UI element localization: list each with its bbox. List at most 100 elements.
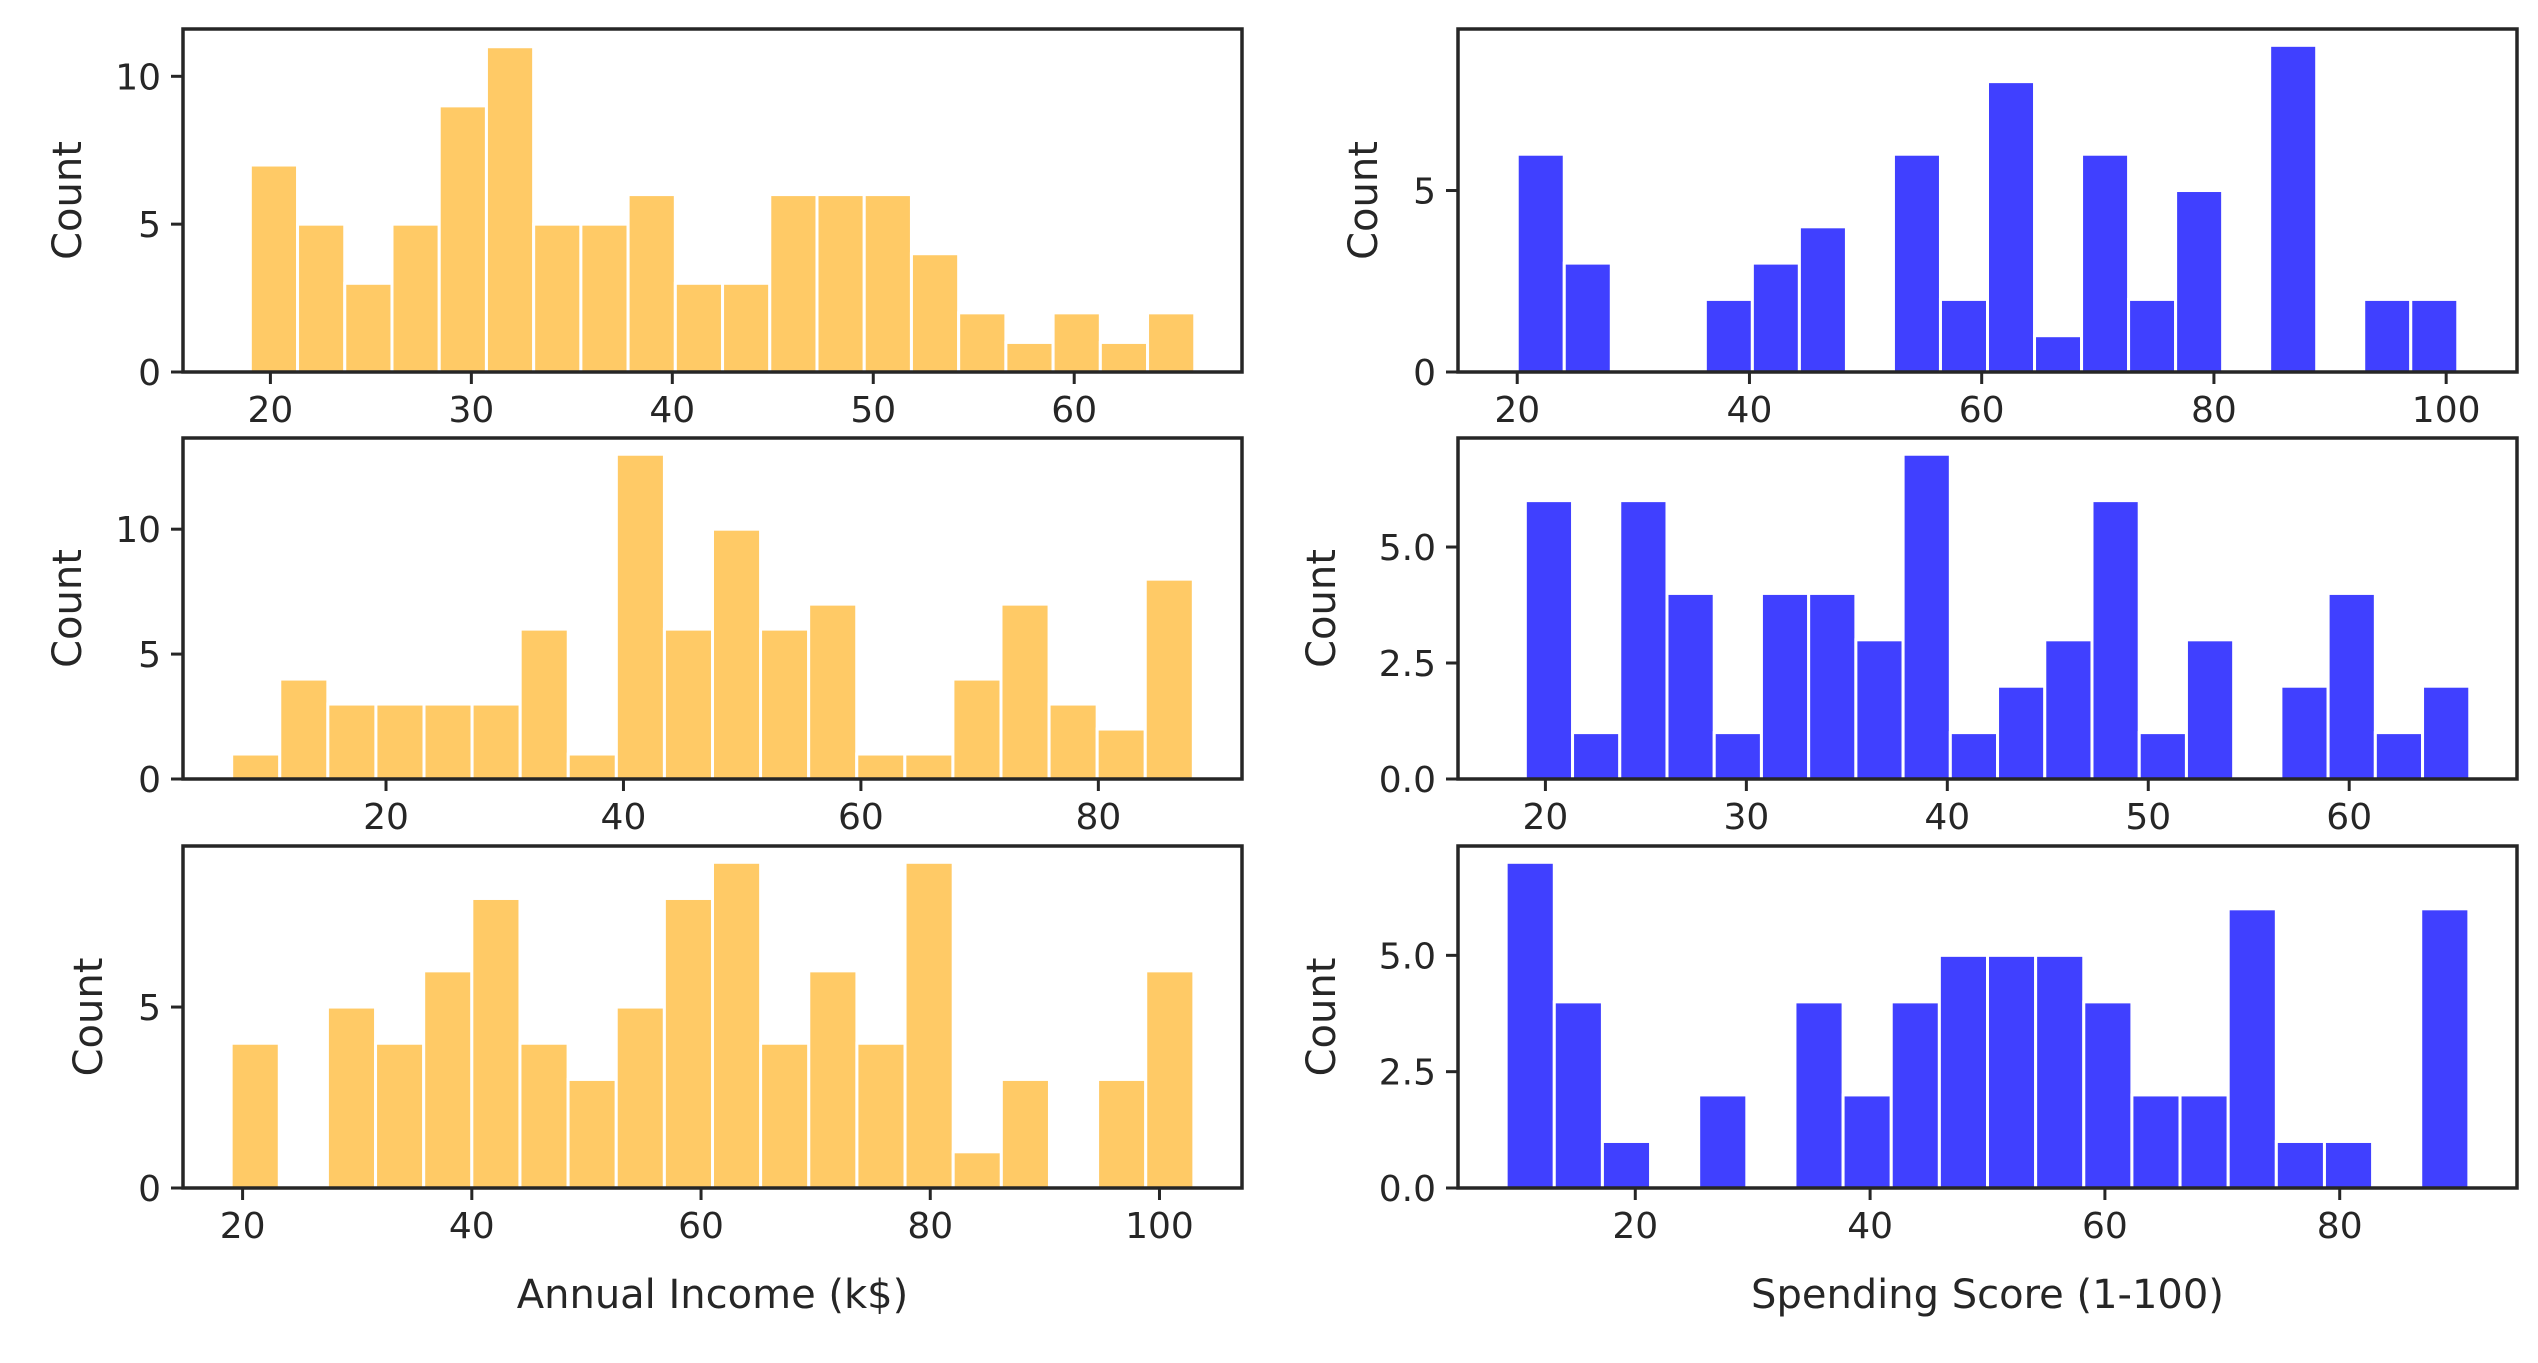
y-axis-label: Count	[45, 141, 91, 260]
histogram-bar	[721, 281, 772, 374]
axes-frame	[181, 27, 1244, 374]
x-tick-label: 60	[2326, 797, 2372, 838]
histogram-bar	[1697, 1093, 1749, 1190]
histogram-bar	[437, 104, 488, 374]
histogram-bar	[2033, 334, 2084, 374]
x-tick-label: 40	[1727, 390, 1773, 431]
x-tick-label: 50	[850, 390, 896, 431]
histogram-bar	[673, 281, 725, 374]
histogram-bar	[2090, 499, 2141, 781]
x-tick-label: 40	[449, 1206, 495, 1247]
x-tick-label: 60	[2082, 1206, 2128, 1247]
histogram-bar	[759, 1041, 811, 1190]
histogram-bar	[1051, 311, 1102, 374]
histogram-bar	[626, 193, 677, 374]
histogram-bar	[999, 602, 1051, 781]
y-tick-label: 0	[138, 760, 161, 801]
histogram-bar	[2130, 1093, 2182, 1190]
y-axis-label: Count	[1341, 141, 1387, 260]
x-tick-label: 20	[363, 797, 409, 838]
histogram-bar	[1889, 1000, 1941, 1190]
y-tick-label: 5.0	[1379, 936, 1436, 977]
x-tick-label: 20	[1612, 1206, 1658, 1247]
y-axis-label: Count	[1299, 958, 1345, 1077]
x-tick-label: 80	[1075, 797, 1121, 838]
histogram-bar	[1523, 499, 1575, 781]
axes-frame	[1456, 27, 2519, 374]
histogram-bar	[566, 752, 618, 781]
histogram-bar	[518, 1041, 570, 1190]
histogram-bar	[343, 281, 394, 374]
histogram-bar	[999, 1077, 1051, 1190]
histogram-panel-2: 20 40 60 80 100 0 5 Count	[1341, 27, 2519, 431]
histogram-bar	[2178, 1093, 2230, 1190]
histogram-bar	[815, 193, 866, 374]
histogram-bar	[1759, 591, 1811, 781]
histogram-bar	[662, 896, 714, 1190]
histogram-bar	[1712, 731, 1763, 781]
histogram-bar	[2226, 907, 2278, 1190]
histogram-bar	[2082, 1000, 2134, 1190]
histogram-bar	[2419, 907, 2471, 1190]
histogram-bar	[2409, 297, 2460, 374]
histogram-bar	[278, 677, 330, 781]
histogram-bar	[2043, 638, 2094, 781]
x-tick-label: 40	[649, 390, 695, 431]
histogram-bar	[614, 452, 666, 781]
axes-frame	[1456, 844, 2519, 1190]
axes-frame	[1456, 436, 2519, 781]
x-tick-label: 40	[1924, 797, 1970, 838]
histogram-bar	[1571, 731, 1622, 781]
histogram-bar	[1854, 638, 1905, 781]
histogram-bar	[229, 1041, 281, 1190]
histogram-bar	[951, 1150, 1003, 1190]
histogram-bar	[1552, 1000, 1604, 1190]
histogram-panel-6: 20 40 60 80 0.0 2.5 5.0 Count Spending Score (1-…	[1299, 844, 2519, 1318]
histogram-bar	[2080, 152, 2131, 374]
histogram-bar	[2322, 1139, 2375, 1190]
x-tick-label: 60	[1051, 390, 1097, 431]
histogram-bar	[1095, 727, 1147, 781]
x-tick-label: 20	[1494, 390, 1540, 431]
histogram-bar	[2279, 684, 2330, 781]
histogram-bar	[2268, 43, 2319, 374]
histogram-bar	[422, 969, 474, 1190]
histogram-bar	[711, 860, 763, 1190]
histogram-panel-5: 20 40 60 80 100 0 5 Count Annual Income (k$)	[66, 844, 1244, 1318]
y-tick-label: 5	[138, 205, 161, 246]
y-tick-label: 0	[1413, 353, 1436, 394]
y-tick-label: 5.0	[1379, 528, 1436, 569]
histogram-bar	[374, 702, 426, 781]
histogram-bar	[470, 896, 522, 1190]
x-tick-label: 30	[448, 390, 494, 431]
histogram-bar	[1515, 152, 1566, 374]
histogram-bar	[2362, 297, 2413, 374]
histogram-bar	[1807, 591, 1858, 781]
x-tick-label: 60	[1959, 390, 2005, 431]
histogram-bar	[1986, 953, 2038, 1190]
histogram-bar	[1047, 702, 1099, 781]
y-tick-label: 0	[138, 1169, 161, 1210]
x-axis-label: Spending Score (1-100)	[1751, 1272, 2224, 1318]
histogram-bar	[1096, 1077, 1148, 1190]
y-tick-label: 0.0	[1379, 1169, 1436, 1210]
axes-frame	[181, 436, 1244, 781]
histogram-bar	[390, 222, 441, 374]
y-axis-label: Count	[66, 958, 112, 1077]
x-tick-label: 40	[601, 797, 647, 838]
histogram-bar	[1901, 452, 1952, 781]
histogram-bar	[1146, 311, 1197, 374]
y-tick-label: 5	[138, 988, 161, 1029]
histogram-bar	[909, 252, 961, 374]
y-tick-label: 10	[115, 510, 161, 551]
x-axis-label: Annual Income (k$)	[517, 1272, 908, 1318]
y-axis-label: Count	[1299, 549, 1345, 668]
y-tick-label: 0.0	[1379, 760, 1436, 801]
y-tick-label: 5	[1413, 172, 1436, 213]
histogram-bar	[855, 1041, 907, 1190]
histogram-bar	[1793, 1000, 1845, 1190]
histogram-bar	[2034, 953, 2086, 1190]
histogram-bar	[1841, 1093, 1893, 1190]
x-tick-label: 80	[2317, 1206, 2363, 1247]
